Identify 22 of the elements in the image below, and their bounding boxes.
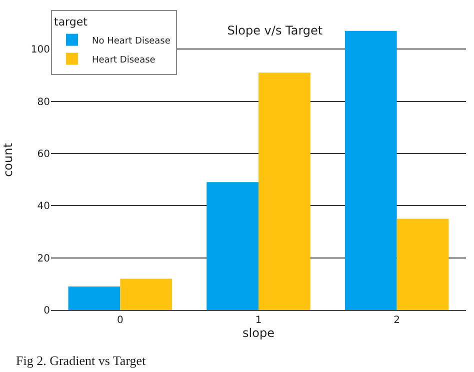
bar (344, 30, 397, 310)
bar (396, 218, 449, 310)
bar (68, 286, 120, 310)
y-tick-label: 100 (30, 44, 50, 56)
y-tick-label: 40 (37, 201, 50, 212)
text: Slope v/s Target (227, 23, 323, 38)
y-tick-label: 60 (37, 148, 50, 160)
x-tick-label: 0 (116, 315, 124, 326)
legend-title: target (54, 15, 88, 28)
x-tick-label: 2 (394, 315, 400, 326)
bar (206, 182, 258, 310)
bar (258, 72, 310, 310)
y-tick-label: 80 (37, 96, 50, 108)
y-tick-label: 20 (37, 253, 50, 264)
legend-label: No Heart Disease (92, 36, 171, 46)
bar (120, 278, 172, 310)
y-tick-label: 0 (44, 306, 50, 316)
caption: Fig 2. Gradient vs Target (16, 353, 146, 368)
x-axis-title: slope (242, 326, 274, 340)
x-tick-label: 1 (255, 315, 262, 326)
y-axis-title: count (1, 142, 16, 177)
legend-label: Heart Disease (92, 55, 156, 66)
